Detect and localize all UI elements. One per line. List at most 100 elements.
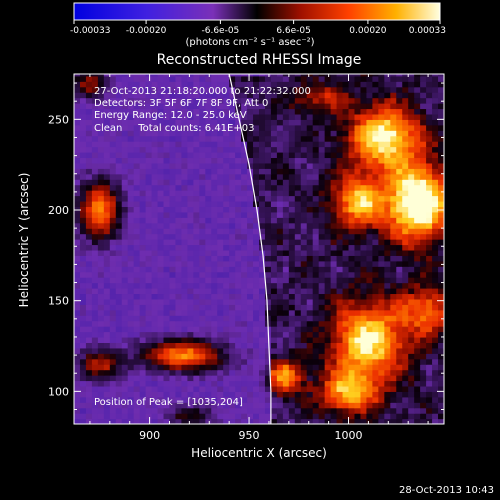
heatmap-cell — [288, 391, 296, 398]
heatmap-cell — [79, 298, 87, 305]
heatmap-cell — [151, 124, 159, 131]
heatmap-cell — [420, 358, 427, 365]
heatmap-cell — [157, 206, 165, 213]
heatmap-cell — [163, 364, 171, 371]
heatmap-cell — [121, 347, 129, 354]
heatmap-cell — [264, 413, 272, 420]
heatmap-cell — [79, 353, 87, 360]
heatmap-cell — [145, 195, 153, 202]
heatmap-cell — [247, 309, 254, 316]
heatmap-cell — [330, 315, 338, 322]
heatmap-cell — [324, 282, 332, 289]
heatmap-cell — [270, 353, 278, 360]
heatmap-cell — [103, 74, 111, 77]
heatmap-cell — [300, 342, 308, 349]
heatmap-cell — [414, 190, 421, 197]
heatmap-cell — [402, 358, 409, 365]
heatmap-cell — [205, 162, 212, 169]
heatmap-cell — [438, 200, 444, 207]
heatmap-cell — [300, 255, 308, 262]
heatmap-cell — [103, 298, 111, 305]
heatmap-cell — [348, 326, 356, 333]
heatmap-cell — [306, 108, 314, 115]
heatmap-cell — [223, 130, 230, 137]
heatmap-cell — [390, 168, 397, 175]
heatmap-cell — [199, 391, 206, 398]
heatmap-cell — [324, 266, 332, 273]
heatmap-cell — [223, 239, 230, 246]
heatmap-cell — [247, 249, 254, 256]
heatmap-cell — [163, 402, 171, 409]
heatmap-cell — [157, 146, 165, 153]
heatmap-cell — [420, 315, 427, 322]
heatmap-cell — [74, 369, 81, 376]
heatmap-cell — [282, 364, 290, 371]
heatmap-cell — [402, 195, 409, 202]
heatmap-cell — [187, 130, 194, 137]
heatmap-cell — [175, 369, 183, 376]
heatmap-cell — [282, 103, 290, 110]
heatmap-cell — [139, 266, 147, 273]
heatmap-cell — [342, 347, 350, 354]
heatmap-cell — [342, 195, 350, 202]
heatmap-cell — [157, 396, 165, 403]
heatmap-cell — [270, 173, 278, 180]
heatmap-cell — [175, 331, 183, 338]
heatmap-cell — [282, 331, 290, 338]
heatmap-cell — [157, 271, 165, 278]
heatmap-cell — [276, 309, 284, 316]
heatmap-cell — [420, 304, 427, 311]
heatmap-cell — [139, 108, 147, 115]
heatmap-cell — [414, 413, 421, 420]
heatmap-cell — [133, 402, 141, 409]
heatmap-cell — [378, 396, 385, 403]
heatmap-cell — [354, 206, 362, 213]
heatmap-cell — [264, 130, 272, 137]
heatmap-cell — [432, 260, 439, 267]
heatmap-cell — [288, 287, 296, 295]
heatmap-cell — [151, 336, 159, 343]
heatmap-cell — [109, 190, 117, 197]
heatmap-cell — [229, 200, 236, 207]
heatmap-cell — [85, 141, 93, 148]
heatmap-cell — [169, 287, 177, 295]
detectors-annotation: Detectors: 3F 5F 6F 7F 8F 9F, Att 0 — [94, 98, 269, 109]
heatmap-cell — [402, 119, 409, 126]
heatmap-cell — [74, 391, 81, 398]
heatmap-cell — [384, 320, 391, 327]
heatmap-cell — [223, 320, 230, 327]
heatmap-cell — [247, 130, 254, 137]
heatmap-cell — [360, 293, 368, 300]
heatmap-cell — [426, 119, 433, 126]
heatmap-cell — [270, 211, 278, 218]
heatmap-cell — [97, 239, 105, 246]
heatmap-cell — [229, 244, 236, 251]
heatmap-cell — [378, 173, 385, 180]
heatmap-cell — [396, 347, 403, 354]
heatmap-cell — [396, 119, 403, 126]
heatmap-cell — [360, 347, 368, 354]
heatmap-cell — [181, 364, 188, 371]
heatmap-cell — [276, 249, 284, 256]
heatmap-cell — [336, 74, 344, 77]
heatmap-cell — [91, 146, 99, 153]
heatmap-cell — [402, 217, 409, 224]
heatmap-cell — [229, 151, 236, 159]
heatmap-cell — [253, 380, 260, 387]
heatmap-cell — [145, 184, 153, 191]
heatmap-cell — [408, 396, 415, 403]
heatmap-cell — [390, 228, 397, 235]
heatmap-cell — [163, 347, 171, 354]
heatmap-cell — [420, 200, 427, 207]
heatmap-cell — [181, 195, 188, 202]
colorbar-tick-label: 0.00020 — [349, 26, 386, 36]
heatmap-cell — [259, 255, 266, 262]
heatmap-cell — [247, 293, 254, 300]
heatmap-cell — [91, 326, 99, 333]
heatmap-cell — [390, 315, 397, 322]
heatmap-cell — [169, 277, 177, 284]
heatmap-cell — [253, 113, 260, 120]
heatmap-cell — [408, 304, 415, 311]
heatmap-cell — [223, 195, 230, 202]
heatmap-cell — [414, 228, 421, 235]
